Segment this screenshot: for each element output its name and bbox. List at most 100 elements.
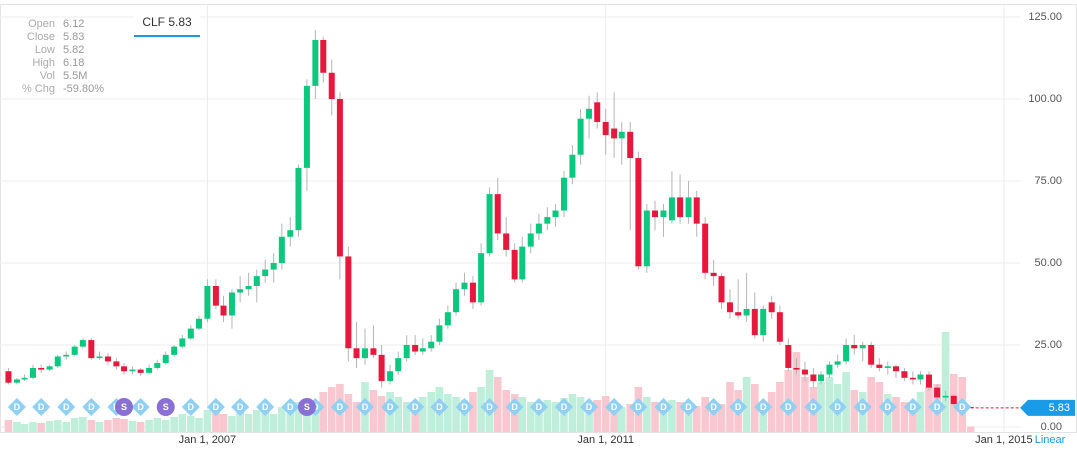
candle-body [884,366,891,368]
event-marker[interactable]: D [131,398,150,416]
candle-body [876,364,883,368]
event-marker[interactable]: D [853,398,872,416]
event-marker[interactable]: D [654,398,673,416]
volume-bar [311,404,320,432]
candle-body [129,369,136,372]
event-marker[interactable]: D [231,398,250,416]
event-label: D [63,402,70,412]
event-marker[interactable]: D [256,398,275,416]
event-marker[interactable]: D [32,398,51,416]
event-marker[interactable]: S [297,398,316,416]
candle-body [693,197,700,224]
dividend-badge [381,398,400,416]
volume-bar [900,402,909,432]
event-marker[interactable]: D [480,398,499,416]
event-marker[interactable]: S [115,398,134,416]
volume-bar [161,420,170,432]
event-label: S [163,402,169,412]
volume-bar [925,387,933,432]
event-marker[interactable]: D [57,398,76,416]
tooltip-label: Vol [40,70,55,82]
candle-body [453,289,460,313]
volume-bar [344,394,353,432]
event-label: D [387,402,394,412]
event-marker[interactable]: D [580,398,599,416]
volume-bar [145,420,153,432]
event-label: S [121,402,127,412]
event-marker[interactable]: D [953,398,972,416]
dividend-badge [32,398,51,416]
dividend-badge [878,398,897,416]
volume-bar [626,404,635,432]
event-label: D [635,402,642,412]
volume-bar [444,394,452,432]
dividend-badge [729,398,748,416]
candle-body [54,356,61,367]
symbol-badge[interactable]: CLF 5.83 [134,12,200,37]
candle-body [602,121,609,136]
event-label: D [710,402,717,412]
volume-bar [717,404,726,432]
event-marker[interactable]: D [779,398,798,416]
volume-bar [759,402,768,432]
candle-body [569,154,576,178]
dividend-badge [529,398,548,416]
tooltip-label: Open [28,18,55,30]
dividend-badge [181,398,200,416]
dividend-badge [256,398,275,416]
volume-bar [892,397,900,432]
volume-bar [112,418,121,432]
event-marker[interactable]: D [455,398,474,416]
event-marker[interactable]: D [928,398,947,416]
event-marker[interactable]: D [729,398,748,416]
candle-body [220,305,227,316]
event-marker[interactable]: D [828,398,847,416]
dividend-badge [455,398,474,416]
event-marker[interactable]: D [406,398,425,416]
candle-body [710,272,717,277]
event-marker[interactable]: D [330,398,349,416]
volume-bar [867,377,875,432]
event-marker[interactable]: D [430,398,449,416]
event-marker[interactable]: D [605,398,624,416]
event-marker[interactable]: D [181,398,200,416]
event-marker[interactable]: D [554,398,573,416]
tooltip-label: Close [27,31,55,43]
candle-body [278,236,285,263]
event-marker[interactable]: S [156,398,175,416]
event-marker[interactable]: D [804,398,823,416]
event-marker[interactable]: D [7,398,26,416]
candle-body [46,366,53,370]
candle-body [760,308,767,336]
event-marker[interactable]: D [82,398,101,416]
split-badge [115,398,134,416]
event-marker[interactable]: D [754,398,773,416]
volume-bar [228,416,236,432]
tooltip-label: % Chg [22,83,55,95]
event-marker[interactable]: D [281,398,300,416]
event-marker[interactable]: D [903,398,922,416]
candle-body [378,354,385,382]
scale-label: Linear [1035,434,1066,446]
event-marker[interactable]: D [206,398,225,416]
candle-body [735,312,742,316]
event-marker[interactable]: D [878,398,897,416]
event-marker[interactable]: D [704,398,723,416]
dividend-badge [828,398,847,416]
badge-box[interactable] [134,12,200,34]
event-marker[interactable]: D [381,398,400,416]
volume-bar [319,392,328,432]
event-marker[interactable]: D [505,398,524,416]
volume-bar [20,424,29,432]
event-marker[interactable]: D [629,398,648,416]
y-tick-label: 0.00 [1041,421,1062,433]
event-marker[interactable]: D [529,398,548,416]
dividend-badge [953,398,972,416]
candle-body [38,367,45,370]
event-marker[interactable]: D [679,398,698,416]
volume-bar [261,412,270,432]
tooltip-value: 5.83 [63,31,84,43]
candle-body [909,377,916,380]
event-marker[interactable]: D [355,398,374,416]
candle-body [436,325,443,342]
